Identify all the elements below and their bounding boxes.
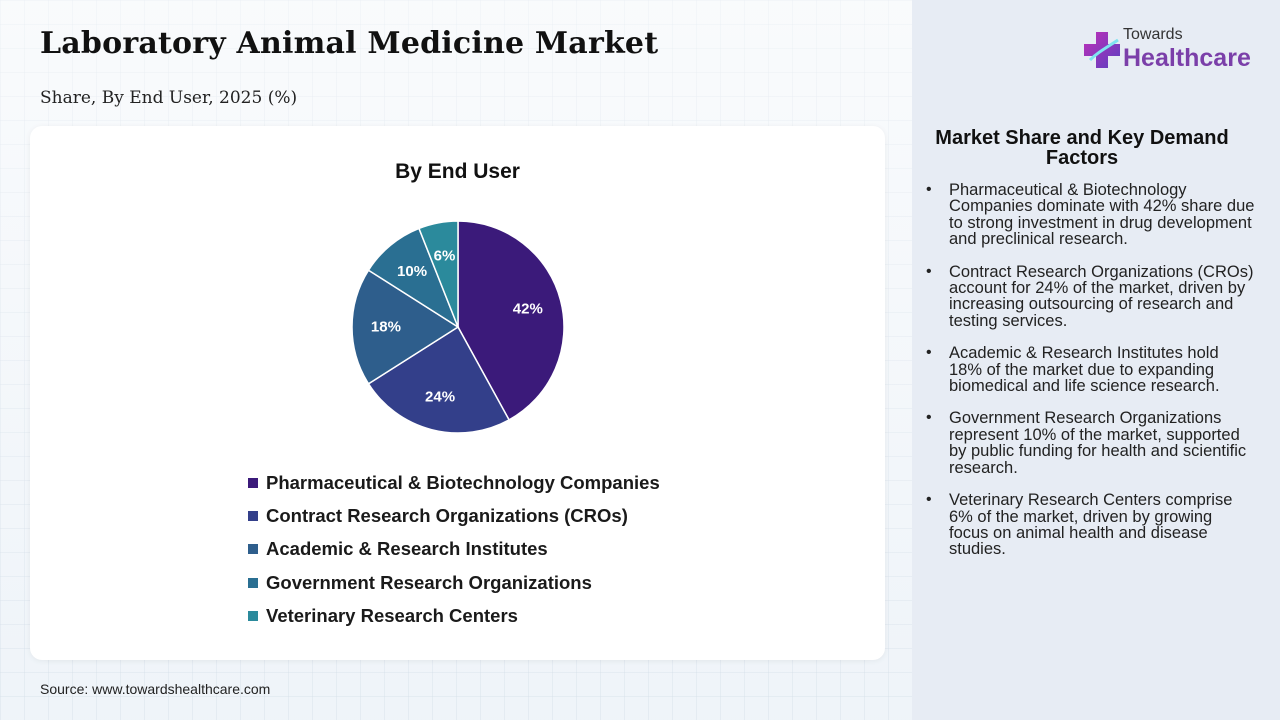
slice-data-label: 6% <box>434 248 456 265</box>
slice-data-label: 10% <box>397 263 427 280</box>
pie-slice <box>418 220 459 328</box>
demand-factor-item: Academic & Research Institutes hold 18% … <box>926 345 1256 394</box>
source-note: Source: www.towardshealthcare.com <box>40 681 271 697</box>
logo-text-big: Healthcare <box>1123 44 1251 72</box>
chart-card: By End User 42% 24% 18% 10% 6% Pharmaceutica… <box>30 126 885 660</box>
slice-data-label: 24% <box>425 388 455 405</box>
demand-factor-item: Veterinary Research Centers comprise 6% … <box>926 492 1256 558</box>
demand-factor-list: Pharmaceutical & Biotechnology Companies… <box>926 182 1256 574</box>
slice-data-label: 42% <box>513 301 543 318</box>
demand-factor-item: Government Research Organizations repres… <box>926 410 1256 476</box>
legend-item: Academic & Research Institutes <box>248 533 660 566</box>
brand-logo: Towards Healthcare <box>1082 26 1262 78</box>
legend-label: Veterinary Research Centers <box>266 604 518 626</box>
page-subtitle: Share, By End User, 2025 (%) <box>40 88 298 108</box>
legend-swatch-icon <box>248 544 258 555</box>
legend-label: Contract Research Organizations (CROs) <box>266 504 628 526</box>
legend-label: Academic & Research Institutes <box>266 538 548 560</box>
chart-legend: Pharmaceutical & Biotechnology Companies… <box>248 466 660 632</box>
medical-cross-icon <box>1084 32 1120 68</box>
legend-label: Pharmaceutical & Biotechnology Companies <box>266 471 660 493</box>
legend-swatch-icon <box>248 577 258 588</box>
slice-data-label: 18% <box>371 319 401 336</box>
logo-text-small: Towards <box>1123 26 1183 43</box>
pie-slice <box>457 220 565 421</box>
legend-item: Contract Research Organizations (CROs) <box>248 499 660 532</box>
legend-label: Government Research Organizations <box>266 571 592 593</box>
legend-item: Government Research Organizations <box>248 566 660 599</box>
chart-title: By End User <box>395 160 520 183</box>
legend-item: Pharmaceutical & Biotechnology Companies <box>248 466 660 499</box>
legend-swatch-icon <box>248 610 258 621</box>
legend-swatch-icon <box>248 510 258 521</box>
pie-slice <box>351 269 460 385</box>
page-title: Laboratory Animal Medicine Market <box>40 26 659 61</box>
demand-factor-item: Contract Research Organizations (CROs) a… <box>926 263 1256 330</box>
panel-title: Market Share and Key Demand Factors <box>935 127 1229 169</box>
pie-chart: 42% 24% 18% 10% 6% <box>351 220 565 434</box>
legend-swatch-icon <box>248 477 258 488</box>
right-panel: Towards Healthcare Market Share and Key … <box>912 0 1280 720</box>
demand-factor-item: Pharmaceutical & Biotechnology Companies… <box>926 182 1256 248</box>
legend-item: Veterinary Research Centers <box>248 599 660 632</box>
pie-slice <box>367 325 511 434</box>
